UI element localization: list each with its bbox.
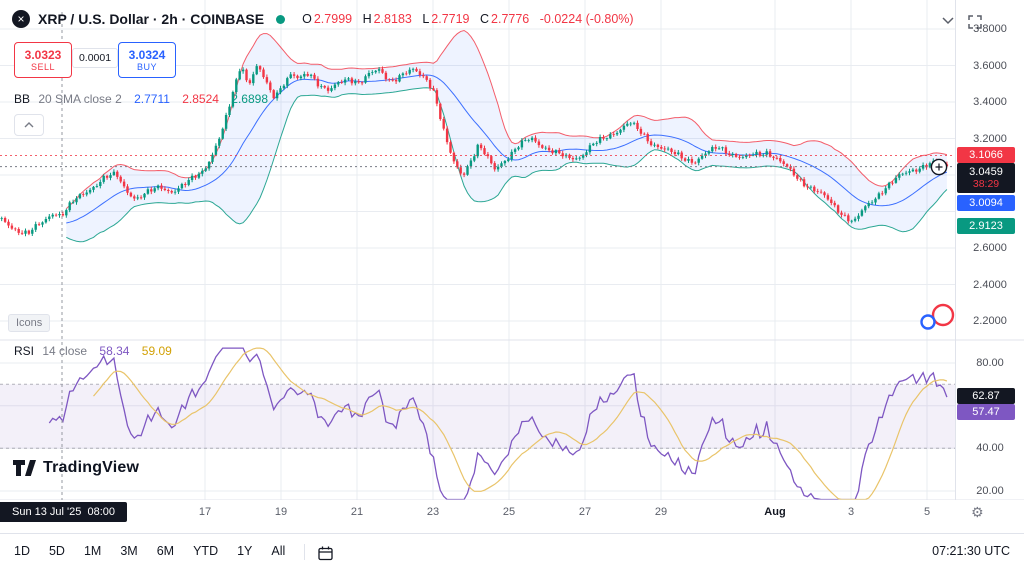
price-tick: 3.4000 (973, 96, 1007, 108)
price-label-chip: 3.1066 (957, 147, 1015, 163)
time-tick: 27 (578, 506, 592, 518)
rsi-params: 14 close (42, 344, 88, 358)
range-button-all[interactable]: All (271, 544, 286, 558)
bb-upper-value: 2.8524 (182, 92, 219, 106)
price-label-chip: 3.0094 (957, 195, 1015, 211)
high-value: 2.8183 (373, 12, 412, 26)
bb-params: 20 SMA close 2 (38, 92, 122, 106)
crosshair-time-label: Sun 13 Jul '25 08:00 (0, 502, 128, 522)
price-label-chip: 57.47 (957, 404, 1015, 420)
gear-icon[interactable]: ⚙ (971, 504, 984, 520)
price-axis[interactable]: 3.8000 3.6000 3.4000 3.2000 2.6000 2.4000 2.20… (956, 0, 1024, 500)
rsi-value: 58.34 (99, 344, 130, 358)
range-button-ytd[interactable]: YTD (193, 544, 219, 558)
bb-lower-value: 2.6898 (231, 92, 268, 106)
rsi-name: RSI (14, 344, 35, 358)
range-switcher: 1D 5D 1M 3M 6M YTD 1Y All (14, 544, 304, 558)
close-icon[interactable]: × (12, 10, 30, 28)
price-tick: 2.6000 (973, 242, 1007, 254)
time-tick: 21 (350, 506, 364, 518)
tradingview-logo[interactable]: TradingView (12, 458, 139, 478)
buy-caption: BUY (136, 62, 157, 72)
low-label: L (422, 12, 430, 26)
rsi-tick: 20.00 (976, 485, 1004, 497)
bottom-toolbar: 1D 5D 1M 3M 6M YTD 1Y All 07:21:30 UTC (0, 533, 1024, 588)
range-button-1d[interactable]: 1D (14, 544, 30, 558)
go-to-date-icon[interactable] (317, 545, 334, 562)
bb-basis-value: 2.7711 (134, 92, 170, 106)
tradingview-mark-icon (13, 460, 36, 476)
range-button-3m[interactable]: 3M (120, 544, 138, 558)
clock-utc[interactable]: 07:21:30 UTC (932, 544, 1010, 558)
time-tick: 3 (847, 506, 855, 518)
sell-caption: SELL (30, 62, 56, 72)
chevron-up-icon (24, 122, 34, 128)
price-label-chip: 62.87 (957, 388, 1015, 404)
maximize-icon[interactable] (966, 13, 984, 36)
collapse-pane-button[interactable] (14, 114, 44, 136)
price-tick: 2.4000 (973, 278, 1007, 291)
icons-tooltip: Icons (8, 314, 51, 332)
time-tick: Aug (764, 506, 786, 518)
buy-button[interactable]: 3.0324 BUY (118, 42, 176, 78)
symbol-title[interactable]: XRP / U.S. Dollar · 2h · COINBASE (38, 11, 265, 27)
buy-price: 3.0324 (128, 48, 166, 62)
chevron-down-icon[interactable] (940, 13, 956, 34)
time-tick: 17 (198, 506, 212, 518)
bb-name: BB (14, 92, 31, 106)
toolbar-divider (304, 544, 306, 560)
rsi-tick: 80.00 (976, 357, 1004, 369)
change-value: -0.0224 (-0.80%) (539, 12, 634, 26)
time-tick: 5 (923, 506, 931, 518)
time-tick: 23 (426, 506, 440, 518)
rsi-ma-value: 59.09 (141, 344, 172, 358)
time-tick: 25 (502, 506, 516, 518)
open-label: O (302, 12, 312, 26)
time-axis[interactable]: 17 19 21 23 25 27 29 Aug 3 5 (0, 500, 1024, 533)
close-value: 2.7776 (491, 12, 530, 26)
rsi-indicator-row[interactable]: RSI 14 close 58.34 59.09 (14, 344, 172, 358)
price-tick: 3.2000 (973, 132, 1007, 145)
event-icon[interactable] (916, 300, 958, 339)
time-tick: 19 (274, 506, 288, 518)
sell-price: 3.0323 (24, 48, 62, 62)
range-button-6m[interactable]: 6M (156, 544, 175, 558)
market-status-dot (276, 14, 286, 24)
rsi-ma-line (93, 347, 948, 501)
symbol-row: × XRP / U.S. Dollar · 2h · COINBASE O 2.7… (12, 10, 634, 28)
price-label-chip: 2.9123 (957, 218, 1015, 234)
time-tick: 29 (654, 506, 668, 518)
rsi-line (48, 347, 948, 501)
sell-button[interactable]: 3.0323 SELL (14, 42, 72, 78)
open-value: 2.7999 (313, 12, 353, 26)
price-tick: 3.8000 (973, 23, 1007, 35)
ohlc-readout: O 2.7999 H 2.8183 L 2.7719 C 2.7776 -0.0224 … (295, 12, 633, 26)
range-button-5d[interactable]: 5D (48, 544, 65, 558)
price-tick: 2.2000 (973, 315, 1007, 327)
price-tick: 3.6000 (973, 59, 1007, 72)
trade-widget: 3.0323 SELL 0.0001 3.0324 BUY (14, 42, 184, 78)
price-line-plus-icon[interactable] (930, 158, 948, 181)
high-label: H (362, 12, 372, 26)
low-value: 2.7719 (431, 12, 470, 26)
range-button-1y[interactable]: 1Y (237, 544, 253, 558)
close-label: C (480, 12, 490, 26)
spread-value: 0.0001 (72, 48, 118, 68)
rsi-tick: 40.00 (976, 442, 1004, 455)
tradingview-wordmark: TradingView (43, 459, 140, 476)
range-button-1m[interactable]: 1M (83, 544, 102, 558)
price-label-chip: 3.0459 38:29 (957, 163, 1015, 193)
bb-indicator-row[interactable]: BB 20 SMA close 2 2.7711 2.8524 2.6898 (14, 92, 268, 106)
